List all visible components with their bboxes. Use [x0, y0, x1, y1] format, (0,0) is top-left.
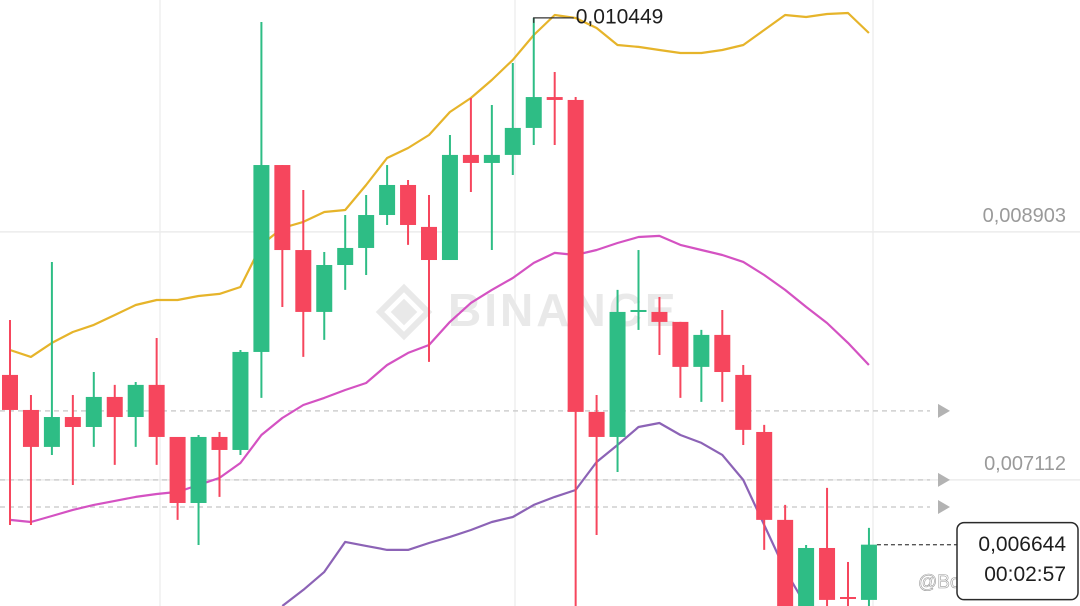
y-tick-label: 0,008903 — [983, 205, 1066, 227]
current-price-box — [956, 521, 1079, 601]
band-line — [281, 421, 808, 606]
candle-body — [672, 321, 689, 367]
candle-body — [567, 99, 584, 412]
candle-body — [462, 154, 479, 163]
candle-body — [609, 311, 626, 437]
candle-body — [546, 97, 563, 100]
band-line — [9, 11, 870, 358]
candle-body — [483, 154, 500, 163]
candle-body — [169, 436, 186, 503]
candle-body — [588, 411, 605, 437]
countdown: 00:02:57 — [984, 563, 1066, 586]
candle-body — [693, 334, 710, 367]
candle-body — [630, 309, 647, 312]
candle-body — [295, 250, 312, 312]
candle-body — [2, 374, 18, 410]
price-line-arrow — [938, 472, 950, 487]
candle-body — [651, 311, 668, 322]
max-leader — [533, 17, 574, 23]
candle-body — [714, 334, 731, 373]
candle-body — [211, 436, 228, 450]
current-price-label: 0,006644 — [978, 533, 1066, 556]
candle-body — [777, 519, 794, 606]
watermark-logo — [375, 283, 433, 341]
candle-body — [798, 547, 815, 606]
candle-body — [358, 215, 375, 248]
candle-body — [421, 226, 437, 261]
price-line-arrow — [938, 500, 950, 515]
candle-body — [274, 165, 291, 251]
candle-body — [504, 127, 521, 155]
candle-body — [840, 597, 856, 600]
band-line — [9, 234, 870, 524]
candle-body — [43, 417, 60, 447]
candle-body — [22, 409, 39, 447]
candle-body — [379, 184, 396, 216]
y-tick-label: 0,007112 — [984, 453, 1066, 475]
candle-body — [232, 351, 249, 450]
candle-body — [190, 436, 207, 503]
candle-body — [316, 264, 333, 312]
candle-body — [127, 384, 144, 418]
candle-body — [819, 547, 836, 600]
price-line-arrow — [938, 403, 950, 418]
candle-body — [148, 384, 165, 437]
candle-body — [860, 544, 877, 600]
candle-body — [441, 154, 458, 261]
candle-body — [735, 374, 752, 430]
candle-body — [400, 184, 417, 225]
candle-body — [756, 431, 773, 520]
candle-body — [253, 165, 270, 352]
candle-body — [106, 396, 123, 418]
candle-body — [337, 247, 354, 265]
candle-body — [85, 396, 102, 427]
candle-body — [525, 97, 542, 128]
max-label: 0,010449 — [576, 5, 664, 28]
candle-body — [64, 417, 81, 427]
